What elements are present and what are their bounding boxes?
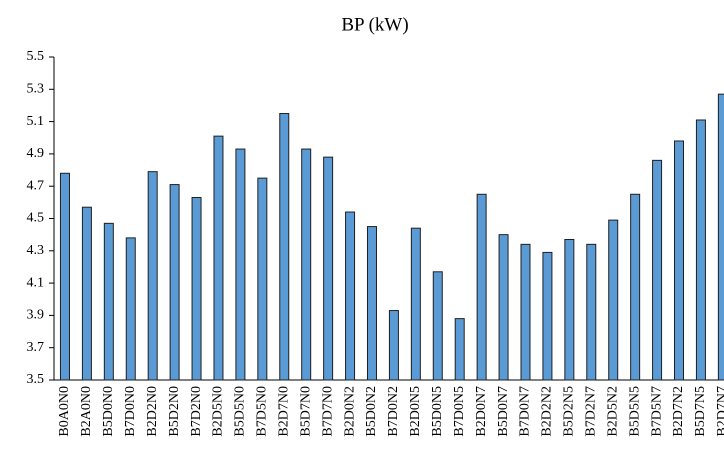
- bar: [674, 140, 685, 381]
- bar: [81, 206, 92, 381]
- bar: [125, 237, 136, 381]
- bar: [410, 227, 421, 381]
- x-tick-label: B2D7N2: [671, 386, 686, 437]
- bar: [366, 226, 377, 381]
- x-tick-label: B2A0N0: [79, 386, 94, 437]
- bar: [235, 148, 246, 381]
- x-tick-label: B7D5N0: [255, 386, 270, 437]
- bar: [454, 318, 465, 381]
- x-tick-label: B7D0N2: [386, 386, 401, 437]
- x-tick-label: B2D2N0: [145, 386, 160, 437]
- bar: [191, 197, 202, 381]
- bar: [432, 271, 443, 381]
- bar: [345, 211, 356, 381]
- y-tick-label: 5.3: [27, 82, 45, 97]
- x-tick-label: B7D0N0: [123, 386, 138, 437]
- bar: [147, 171, 158, 381]
- bar: [301, 148, 312, 381]
- x-tick-label: B2D0N2: [342, 386, 357, 437]
- y-tick-label: 3.7: [27, 340, 45, 355]
- bar: [476, 193, 487, 381]
- x-tick-label: B5D0N0: [101, 386, 116, 437]
- bar: [520, 243, 531, 381]
- x-tick-label: B7D2N0: [189, 386, 204, 437]
- x-tick-label: B2D7N0: [276, 386, 291, 437]
- bar: [695, 119, 706, 381]
- bar: [564, 238, 575, 381]
- y-tick-label: 4.5: [27, 211, 45, 226]
- bar: [388, 310, 399, 381]
- bar: [103, 222, 114, 381]
- y-tick-label: 3.9: [27, 308, 45, 323]
- x-tick-label: B7D7N0: [320, 386, 335, 437]
- x-tick-label: B0A0N0: [57, 386, 72, 437]
- bar: [586, 243, 597, 381]
- x-tick-label: B2D0N7: [474, 386, 489, 437]
- y-tick-label: 4.1: [27, 275, 45, 290]
- bar: [630, 193, 641, 381]
- y-tick-label: 4.7: [27, 178, 45, 193]
- x-tick-label: B7D0N7: [518, 386, 533, 437]
- x-tick-label: B5D0N7: [496, 386, 511, 437]
- bar: [213, 135, 224, 381]
- x-tick-label: B7D5N7: [649, 386, 664, 437]
- chart-title: BP (kW): [341, 14, 408, 35]
- x-tick-label: B5D0N2: [364, 386, 379, 437]
- bar: [542, 251, 553, 381]
- x-tick-label: B7D0N5: [452, 386, 467, 437]
- y-tick-label: 3.5: [27, 372, 45, 387]
- bar: [257, 177, 268, 381]
- bar: [323, 156, 334, 381]
- x-tick-label: B2D7N7: [715, 386, 724, 437]
- bar: [608, 219, 619, 381]
- x-tick-label: B5D7N0: [298, 386, 313, 437]
- x-tick-label: B5D0N5: [430, 386, 445, 437]
- bar: [59, 172, 70, 381]
- x-tick-label: B5D5N0: [233, 386, 248, 437]
- x-tick-label: B2D0N5: [408, 386, 423, 437]
- bar: [169, 184, 180, 381]
- bar: [652, 159, 663, 381]
- x-tick-label: B5D2N5: [562, 386, 577, 437]
- x-tick-label: B7D2N7: [584, 386, 599, 437]
- x-tick-label: B2D5N0: [211, 386, 226, 437]
- x-tick-label: B2D2N2: [540, 386, 555, 437]
- x-tick-label: B5D2N0: [167, 386, 182, 437]
- x-tick-label: B5D5N5: [627, 386, 642, 437]
- x-tick-label: B2D5N2: [605, 386, 620, 437]
- bar: [498, 234, 509, 381]
- y-tick-label: 5.5: [27, 49, 45, 64]
- y-tick-label: 4.9: [27, 146, 45, 161]
- y-tick-label: 5.1: [27, 114, 45, 129]
- bar: [717, 93, 724, 381]
- bar: [279, 113, 290, 381]
- y-tick-label: 4.3: [27, 243, 45, 258]
- x-tick-label: B5D7N5: [693, 386, 708, 437]
